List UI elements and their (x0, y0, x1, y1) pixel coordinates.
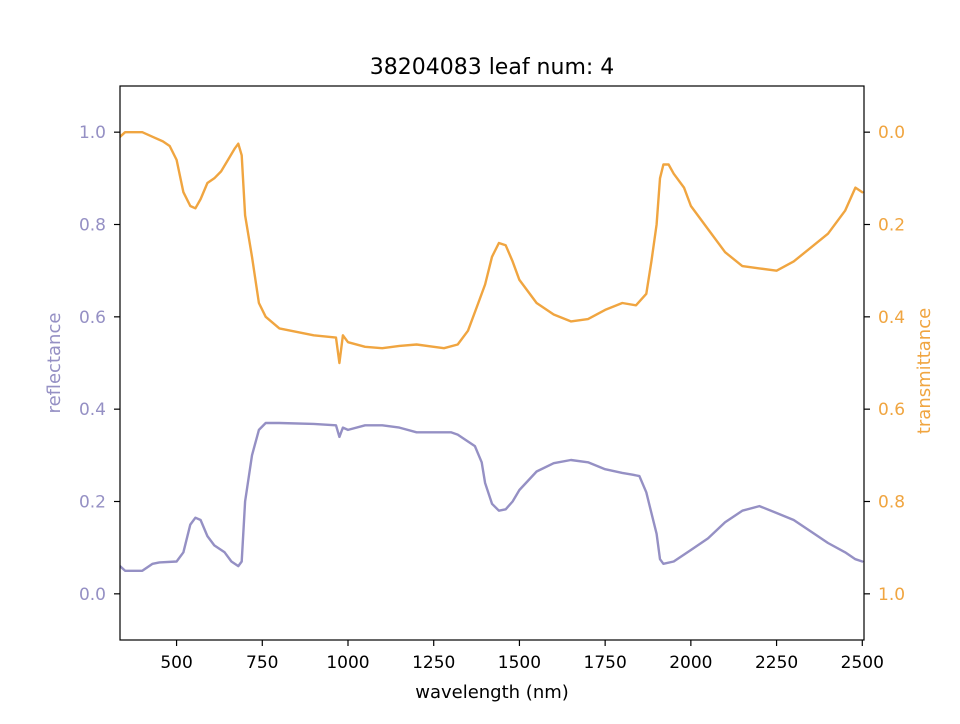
x-tick-label: 500 (160, 653, 192, 673)
right-y-axis: 0.0 0.2 0.4 0.6 0.8 1.0 (864, 123, 905, 605)
x-tick-label: 750 (246, 653, 278, 673)
x-tick-label: 1500 (498, 653, 541, 673)
right-y-tick-label: 0.6 (878, 400, 905, 420)
left-y-tick-label: 0.6 (79, 308, 106, 328)
left-y-tick-label: 0.0 (79, 585, 106, 605)
right-y-tick-label: 0.0 (878, 123, 905, 143)
x-axis-label: wavelength (nm) (415, 682, 569, 703)
left-y-tick-label: 0.4 (79, 400, 106, 420)
x-tick-label: 1750 (584, 653, 627, 673)
left-y-axis-label: reflectance (44, 313, 65, 414)
x-tick-label: 2250 (755, 653, 798, 673)
right-y-tick-label: 0.2 (878, 216, 905, 236)
left-y-tick-label: 1.0 (79, 123, 106, 143)
plot-frame (119, 85, 865, 641)
x-axis: 500 750 1000 1250 1500 1750 2000 2250 2500 (160, 640, 884, 673)
right-y-tick-label: 1.0 (878, 585, 905, 605)
left-y-tick-label: 0.2 (79, 493, 106, 513)
reflectance-line (120, 421, 864, 572)
x-tick-label: 2000 (669, 653, 712, 673)
x-tick-label: 1250 (412, 653, 455, 673)
right-y-tick-label: 0.4 (878, 308, 905, 328)
series-layer (120, 130, 864, 572)
left-y-axis: 0.0 0.2 0.4 0.6 0.8 1.0 (79, 123, 120, 605)
right-y-axis-label: transmittance (914, 308, 935, 434)
right-y-tick-label: 0.8 (878, 493, 905, 513)
transmittance-line (120, 130, 864, 365)
left-y-tick-label: 0.8 (79, 216, 106, 236)
x-tick-label: 2500 (841, 653, 884, 673)
chart-title: 38204083 leaf num: 4 (370, 55, 615, 80)
x-tick-label: 1000 (326, 653, 369, 673)
